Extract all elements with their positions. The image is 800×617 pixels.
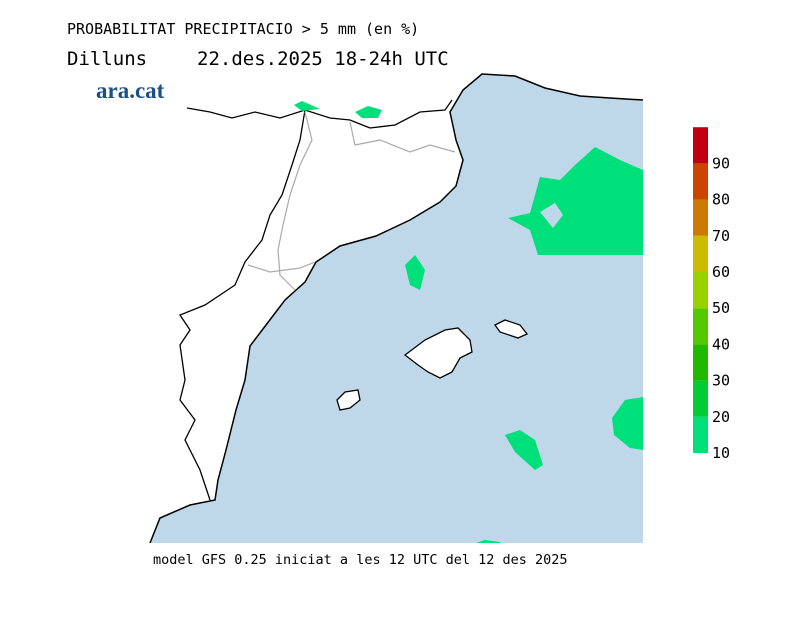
legend-label: 30	[712, 372, 730, 390]
map	[149, 73, 644, 544]
legend-label: 40	[712, 335, 730, 353]
legend-label: 10	[712, 444, 730, 462]
sea	[150, 74, 643, 543]
legend-swatch	[693, 235, 708, 272]
legend-label: 50	[712, 299, 730, 317]
logo: ara.cat	[96, 78, 165, 103]
period: 22.des.2025 18-24h UTC	[197, 48, 449, 70]
precip-area	[476, 540, 500, 543]
title: PROBABILITAT PRECIPITACIO > 5 mm (en %)	[67, 20, 419, 38]
precip-area	[508, 147, 643, 255]
legend-label: 80	[712, 191, 730, 209]
precip-area	[294, 101, 320, 111]
legend-swatch	[693, 199, 708, 236]
legend-swatch	[693, 308, 708, 345]
color-legend: 10 20 30 40 50 60 70 80 90	[693, 127, 730, 462]
province-border	[277, 111, 313, 291]
menorca	[494, 319, 529, 339]
legend-label: 20	[712, 408, 730, 426]
legend-label: 90	[712, 154, 730, 172]
mallorca	[403, 327, 473, 379]
legend-swatch	[693, 380, 708, 417]
precip-area	[612, 397, 643, 450]
region-border	[179, 109, 306, 501]
ibiza	[336, 389, 361, 411]
country-border	[186, 99, 453, 129]
province-border	[247, 261, 316, 273]
day: Dilluns	[67, 48, 147, 70]
precip-area	[355, 106, 382, 118]
legend-swatch	[693, 344, 708, 381]
precip-area	[405, 255, 425, 290]
legend-label: 60	[712, 263, 730, 281]
legend-label: 70	[712, 227, 730, 245]
legend-swatch	[693, 416, 708, 453]
legend-swatch	[693, 127, 708, 164]
footer: model GFS 0.25 iniciat a les 12 UTC del …	[153, 552, 568, 568]
legend-swatch	[693, 163, 708, 200]
legend-swatch	[693, 272, 708, 309]
precip-area	[505, 430, 543, 470]
precipitation-areas	[294, 101, 643, 543]
coastline	[149, 73, 644, 544]
province-border	[349, 121, 456, 153]
